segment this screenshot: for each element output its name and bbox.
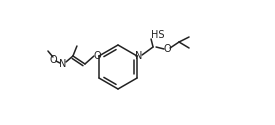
Text: N: N [135, 51, 143, 61]
Text: O: O [93, 51, 101, 61]
Text: N: N [59, 59, 67, 69]
Text: O: O [163, 44, 171, 54]
Text: HS: HS [151, 30, 164, 40]
Text: O: O [49, 55, 57, 65]
